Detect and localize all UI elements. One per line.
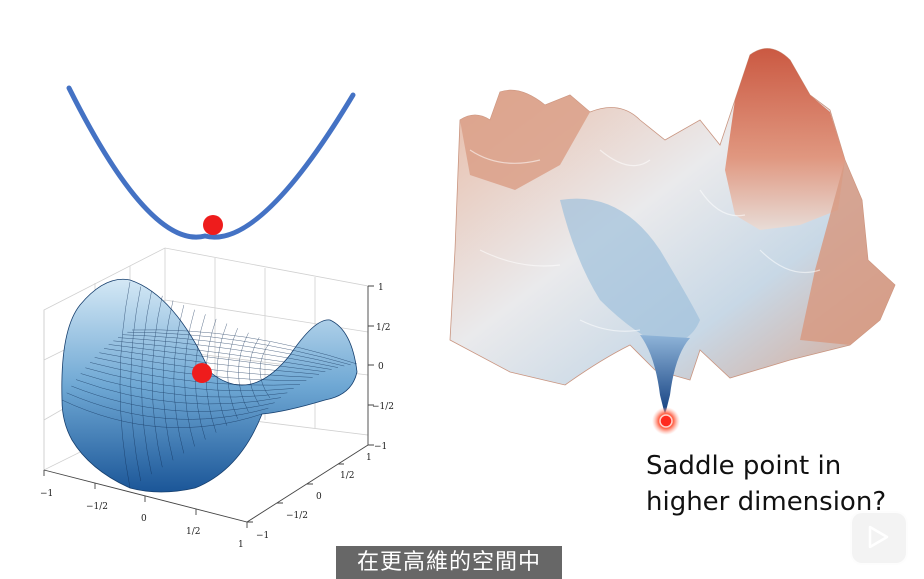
minimum-ball [203, 215, 223, 235]
z-tick-label: 0 [378, 362, 384, 372]
z-tick-label: 1/2 [376, 323, 390, 333]
mesh-line [80, 373, 288, 398]
saddle-surface [61, 278, 358, 493]
y-tick-label: −1/2 [286, 511, 308, 521]
landscape-right-ridge [800, 160, 895, 345]
landscape-peak [725, 48, 845, 230]
mesh-line [162, 300, 174, 461]
caption-line-1: Saddle point in [646, 451, 842, 481]
caption: Saddle point in higher dimension? [646, 448, 916, 520]
x-tick-label: 0 [141, 514, 147, 524]
x-tick-label: 1/2 [186, 527, 200, 537]
mesh-line [122, 334, 345, 367]
mesh-line [75, 379, 282, 405]
loss-landscape [449, 48, 896, 435]
x-tick-label: −1/2 [86, 502, 108, 512]
saddle-ball-hd [659, 414, 673, 428]
parabola-diagram [66, 85, 356, 240]
mesh-line [85, 367, 294, 391]
landscape-highlights [469, 149, 821, 332]
mesh-line [184, 309, 195, 447]
mesh-line [89, 362, 301, 386]
z-tick-label: −1/2 [372, 402, 394, 412]
x-tick-label: 1 [238, 540, 244, 550]
mesh-line [238, 332, 249, 412]
mesh-line [216, 323, 228, 426]
mesh-line [113, 340, 332, 370]
landscape-valley [560, 198, 700, 345]
parabola-curve [66, 85, 356, 240]
mesh-line [103, 348, 320, 375]
mesh-line [227, 328, 238, 419]
saddle-point-ball [192, 363, 212, 383]
y-tick-label: −1 [256, 531, 269, 541]
y-tick-label: 1 [366, 453, 372, 463]
mesh-line [127, 331, 351, 366]
mesh-line [152, 295, 163, 468]
mesh-line [130, 286, 141, 482]
y-tick-label: 1/2 [340, 471, 354, 481]
mesh-line [61, 399, 263, 428]
mesh-line [259, 341, 271, 399]
caption-line-2: higher dimension? [646, 487, 887, 517]
x-tick-label: −1 [40, 489, 53, 499]
plot-axes [43, 285, 374, 528]
mesh-line [131, 329, 358, 365]
mesh-line [66, 392, 269, 420]
saddle-surface-plot: −1 −1/2 0 1/2 1 −1 −1/2 0 1/2 1 1 1/2 0 … [40, 247, 394, 550]
mesh-line [249, 337, 260, 406]
z-tick-label: 1 [378, 283, 384, 293]
mesh-line [71, 385, 275, 412]
mesh-line [141, 291, 152, 475]
landscape-left-hill [460, 90, 590, 190]
mesh-line [173, 305, 185, 454]
play-icon [868, 525, 889, 549]
mesh-line [117, 337, 339, 368]
mesh-line [108, 344, 326, 373]
z-tick-label: −1 [374, 442, 387, 452]
y-tick-label: 0 [316, 492, 322, 502]
video-subtitle: 在更高維的空間中 [336, 546, 562, 579]
mesh-line [119, 281, 131, 489]
play-button[interactable] [850, 511, 908, 565]
landscape-funnel [640, 335, 690, 415]
